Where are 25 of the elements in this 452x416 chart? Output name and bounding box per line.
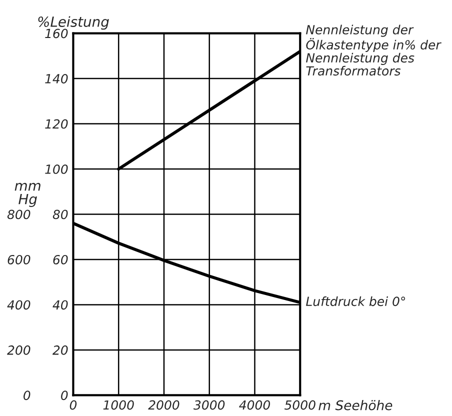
x-tick-label: 4000 bbox=[239, 400, 270, 410]
y-tick-label: 160 bbox=[45, 28, 68, 38]
x-tick-label: 0 bbox=[70, 400, 77, 410]
y2-tick-label: 0 bbox=[24, 390, 30, 400]
x-axis-title: m Seehöhe bbox=[318, 400, 392, 410]
y-axis-title: %Leistung bbox=[38, 16, 109, 30]
y2-tick-label: 800 bbox=[7, 210, 30, 220]
y2-tick-label: 200 bbox=[7, 345, 30, 355]
x-tick-label: 1000 bbox=[103, 400, 134, 410]
y-tick-label: 40 bbox=[52, 300, 68, 310]
series-label: Nennleistung der Ölkastentype in% der Nennleistung des Transformators bbox=[306, 24, 442, 76]
x-tick-label: 3000 bbox=[193, 400, 225, 410]
y-tick-label: 140 bbox=[45, 74, 68, 84]
y-tick-label: 20 bbox=[52, 345, 68, 355]
x-tick-label: 2000 bbox=[148, 400, 180, 410]
y2-tick-label: 400 bbox=[7, 300, 30, 310]
x-tick-label: 5000 bbox=[284, 400, 316, 410]
y-tick-label: 100 bbox=[45, 164, 68, 174]
y-tick-label: 120 bbox=[45, 119, 68, 129]
series-label: Luftdruck bei 0° bbox=[306, 296, 406, 306]
y-tick-label: 80 bbox=[52, 210, 68, 220]
y2-tick-label: 600 bbox=[8, 254, 30, 264]
y-tick-label: 60 bbox=[53, 254, 68, 264]
y-tick-label: 0 bbox=[61, 390, 68, 400]
y2-axis-title: mm Hg bbox=[14, 182, 40, 207]
